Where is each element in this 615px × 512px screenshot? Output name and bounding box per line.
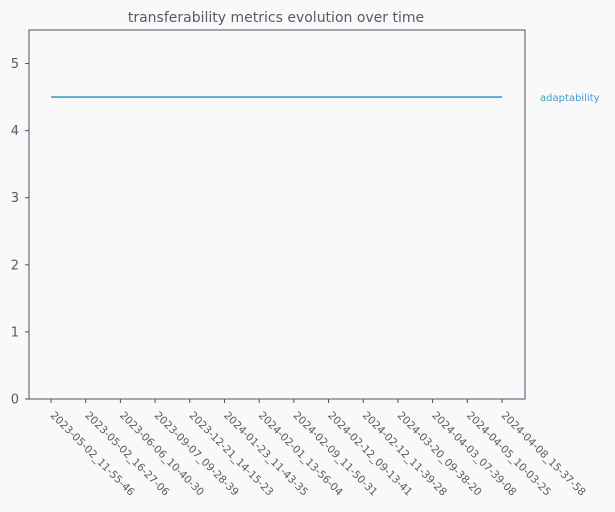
y-tick-label: 4	[11, 124, 19, 139]
y-tick-label: 5	[11, 57, 19, 72]
legend-label: adaptability	[540, 93, 600, 104]
y-tick-label: 3	[11, 191, 19, 206]
plot-frame	[28, 29, 526, 400]
plot-area: 0123452023-05-02_11-55-462023-05-02_16-2…	[11, 29, 600, 499]
y-tick-label: 0	[11, 393, 19, 408]
y-tick-label: 2	[11, 258, 19, 273]
y-tick-label: 1	[11, 325, 19, 340]
chart-title: transferability metrics evolution over t…	[128, 10, 424, 26]
